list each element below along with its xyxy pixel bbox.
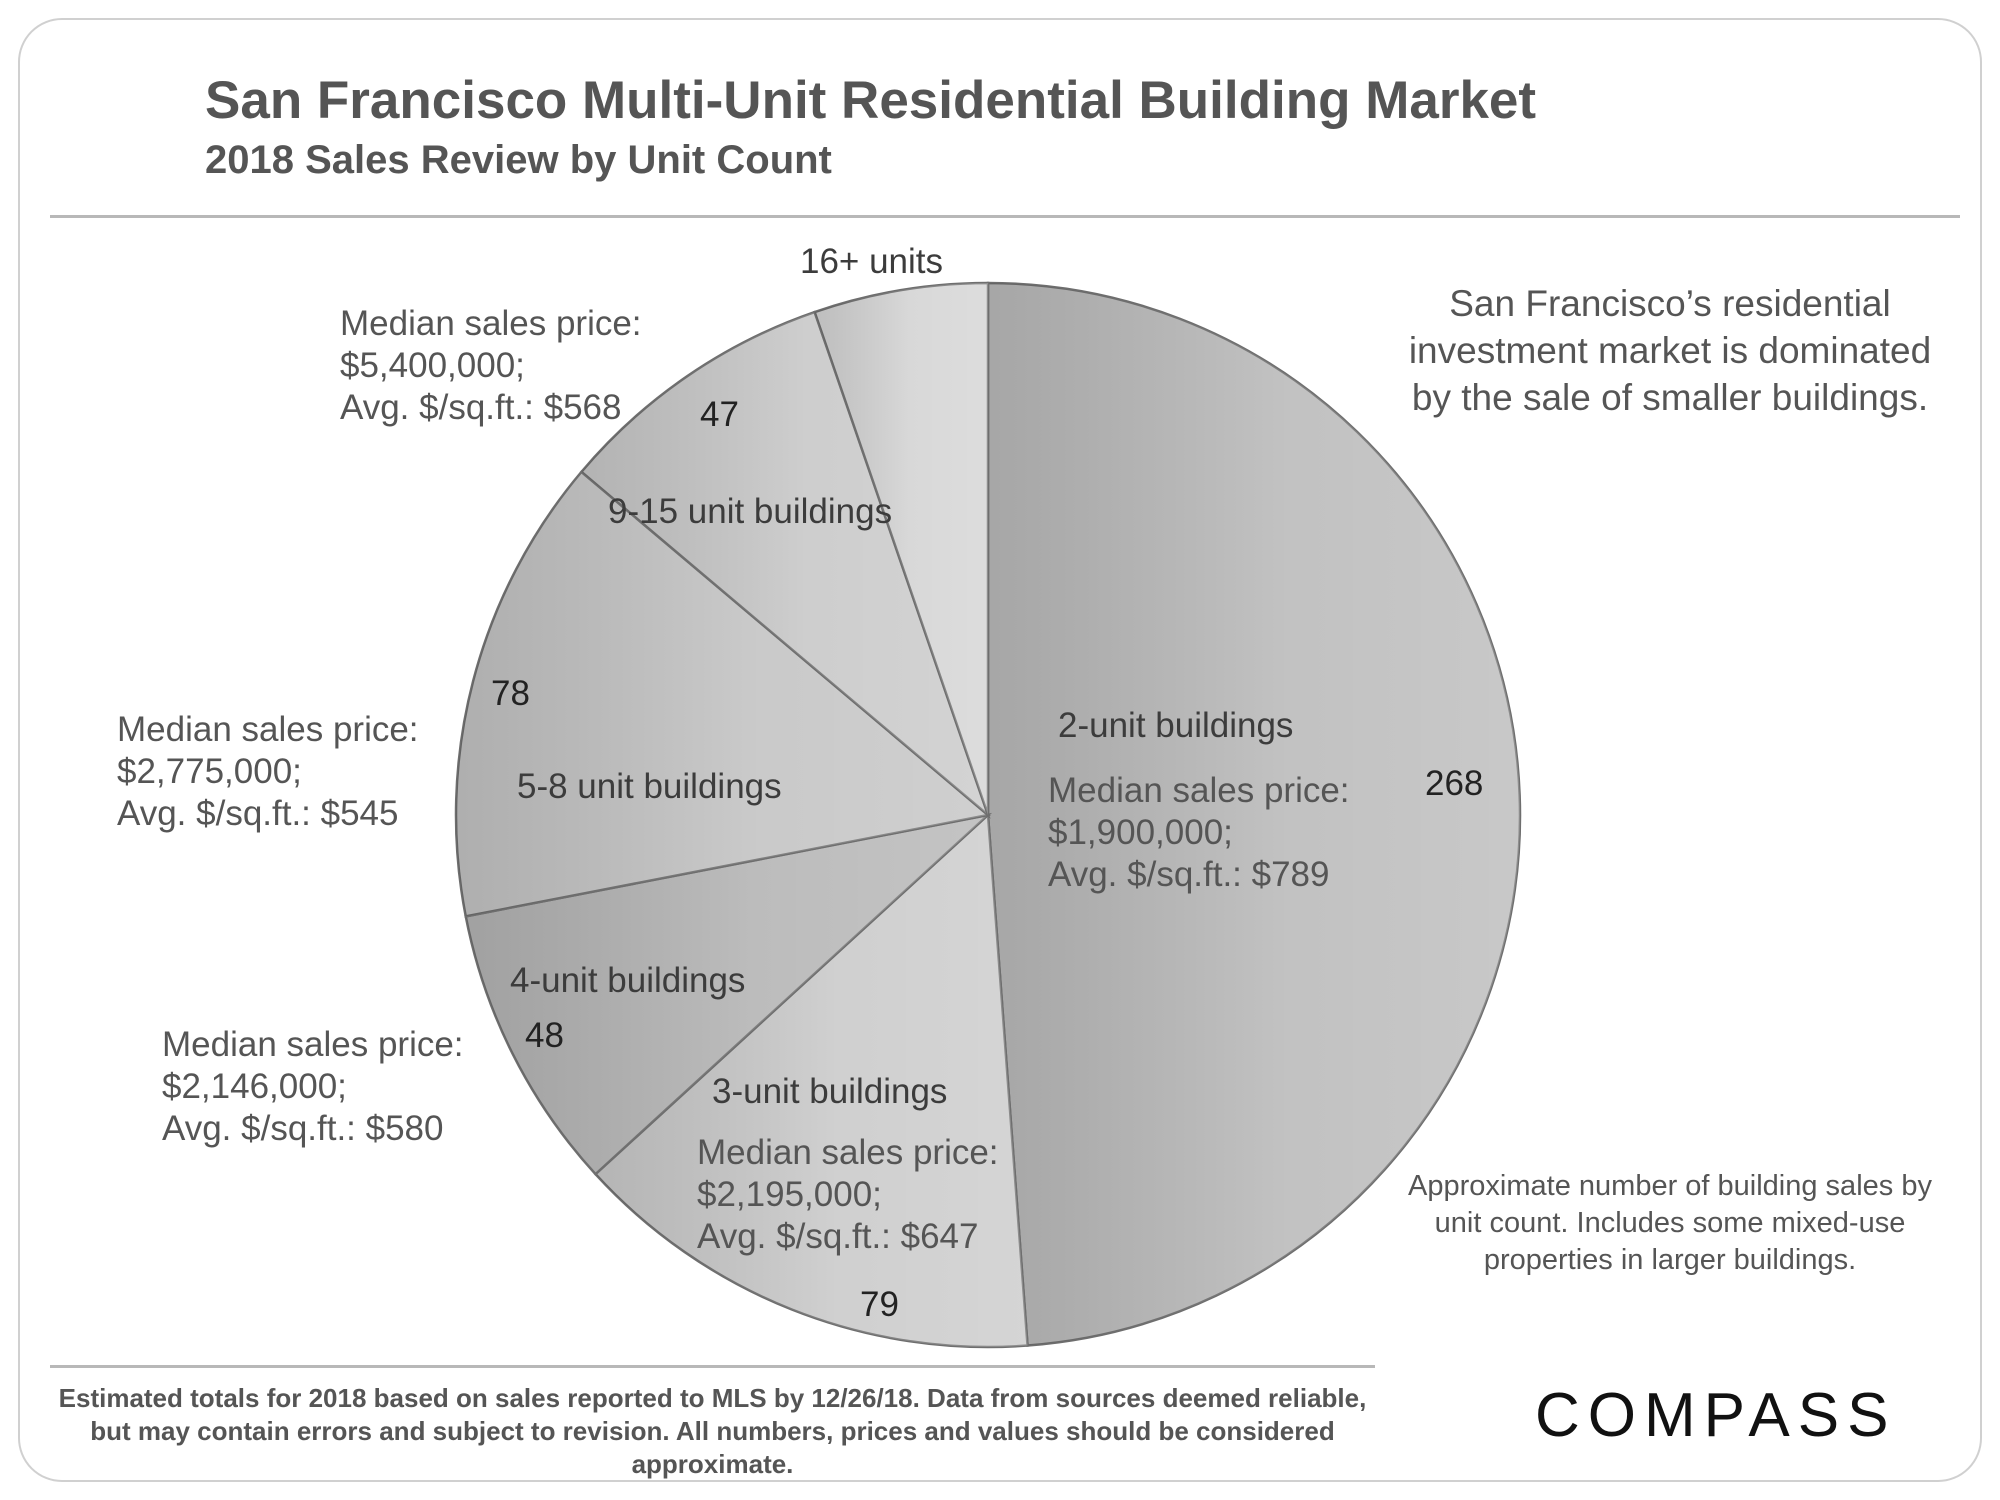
callout-4-unit: Median sales price: $2,146,000; Avg. $/s… bbox=[162, 1025, 464, 1148]
label-2-unit: 2-unit buildings bbox=[1058, 706, 1294, 745]
chart-subtitle: 2018 Sales Review by Unit Count bbox=[205, 138, 832, 182]
value-label-9-15-unit: 47 bbox=[700, 395, 739, 434]
top-divider bbox=[50, 215, 1960, 218]
pie-slice-shading-5-8-unit bbox=[456, 471, 989, 917]
chart-title: San Francisco Multi-Unit Residential Bui… bbox=[205, 71, 1537, 130]
callout-5-8-unit: Median sales price: $2,775,000; Avg. $/s… bbox=[117, 710, 419, 833]
pie-slice-shading-4-unit bbox=[465, 815, 988, 1175]
market-note: San Francisco’s residential investment m… bbox=[1408, 283, 1932, 418]
label-16-plus-units: 16+ units bbox=[800, 242, 944, 281]
bottom-divider bbox=[50, 1365, 1375, 1368]
pie-slice-shading-3-unit bbox=[595, 815, 1028, 1347]
pie-slice-shading-9-15-unit bbox=[581, 312, 988, 815]
pie-slice-shading-2-unit bbox=[988, 283, 1521, 1346]
pie-slice-shading-16-plus-units bbox=[814, 283, 988, 815]
value-label-3-unit: 79 bbox=[860, 1285, 899, 1324]
label-4-unit: 4-unit buildings bbox=[510, 961, 746, 1000]
value-label-2-unit: 268 bbox=[1425, 764, 1484, 803]
approximation-note: Approximate number of building sales by … bbox=[1408, 1170, 1932, 1276]
value-label-4-unit: 48 bbox=[525, 1016, 564, 1055]
callout-3-unit: Median sales price: $2,195,000; Avg. $/s… bbox=[697, 1133, 999, 1256]
callout-2-unit: Median sales price: $1,900,000; Avg. $/s… bbox=[1048, 771, 1350, 894]
callout-9-15-unit: Median sales price: $5,400,000; Avg. $/s… bbox=[340, 304, 642, 427]
label-5-8-unit: 5-8 unit buildings bbox=[517, 767, 782, 806]
value-label-5-8-unit: 78 bbox=[491, 674, 530, 713]
compass-logo: COMPASS bbox=[1535, 1381, 1897, 1450]
label-9-15-unit: 9-15 unit buildings bbox=[608, 492, 893, 531]
label-3-unit: 3-unit buildings bbox=[712, 1072, 948, 1111]
footer-disclaimer: Estimated totals for 2018 based on sales… bbox=[58, 1383, 1367, 1479]
